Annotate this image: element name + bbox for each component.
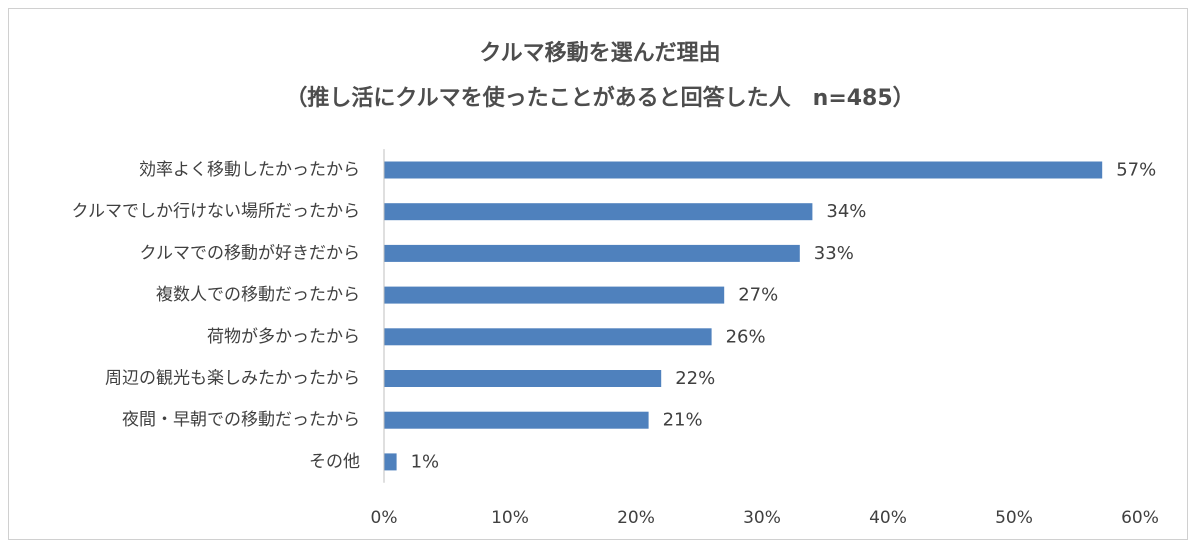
x-tick-label: 50% bbox=[995, 508, 1033, 528]
bar bbox=[384, 286, 725, 304]
bar bbox=[384, 203, 813, 221]
x-tick-label: 60% bbox=[1121, 508, 1159, 528]
data-label: 1% bbox=[411, 451, 440, 472]
bar bbox=[384, 453, 397, 471]
category-label: 荷物が多かったから bbox=[207, 327, 360, 347]
x-tick-label: 0% bbox=[371, 508, 398, 528]
category-label: 周辺の観光も楽しみたかったから bbox=[105, 369, 360, 389]
chart-subtitle: （推し活にクルマを使ったことがあると回答した人 n=485） bbox=[285, 86, 915, 111]
x-tick-label: 30% bbox=[743, 508, 781, 528]
category-label: その他 bbox=[309, 452, 360, 472]
x-tick-label: 10% bbox=[491, 508, 529, 528]
chart-frame bbox=[8, 8, 1188, 540]
data-label: 26% bbox=[726, 326, 766, 347]
data-labels: 57% 34% 33% 27% 26% 22% 21% 1% bbox=[411, 160, 1157, 473]
x-tick-label: 40% bbox=[869, 508, 907, 528]
category-labels: 効率よく移動したかったからクルマでしか行けない場所だったからクルマでの移動が好き… bbox=[72, 160, 361, 472]
x-tick-label: 20% bbox=[617, 508, 655, 528]
chart-title: クルマ移動を選んだ理由 bbox=[479, 41, 721, 66]
bar bbox=[384, 244, 800, 262]
bar bbox=[384, 411, 649, 429]
category-label: クルマでの移動が好きだから bbox=[140, 243, 361, 263]
data-label: 21% bbox=[663, 410, 703, 431]
data-label: 34% bbox=[826, 201, 866, 222]
bar bbox=[384, 328, 712, 346]
category-label: 効率よく移動したかったから bbox=[139, 160, 360, 180]
data-label: 22% bbox=[675, 368, 715, 389]
data-label: 33% bbox=[814, 243, 854, 264]
bar bbox=[384, 161, 1103, 179]
x-axis: 0% 10% 20% 30% 40% 50% 60% bbox=[371, 149, 1159, 528]
data-label: 27% bbox=[738, 285, 778, 306]
data-label: 57% bbox=[1116, 160, 1156, 181]
bars-layer bbox=[384, 161, 1103, 471]
bar bbox=[384, 370, 662, 387]
category-label: 夜間・早朝での移動だったから bbox=[122, 410, 360, 430]
category-label: 複数人での移動だったから bbox=[156, 285, 360, 305]
category-label: クルマでしか行けない場所だったから bbox=[72, 202, 361, 222]
